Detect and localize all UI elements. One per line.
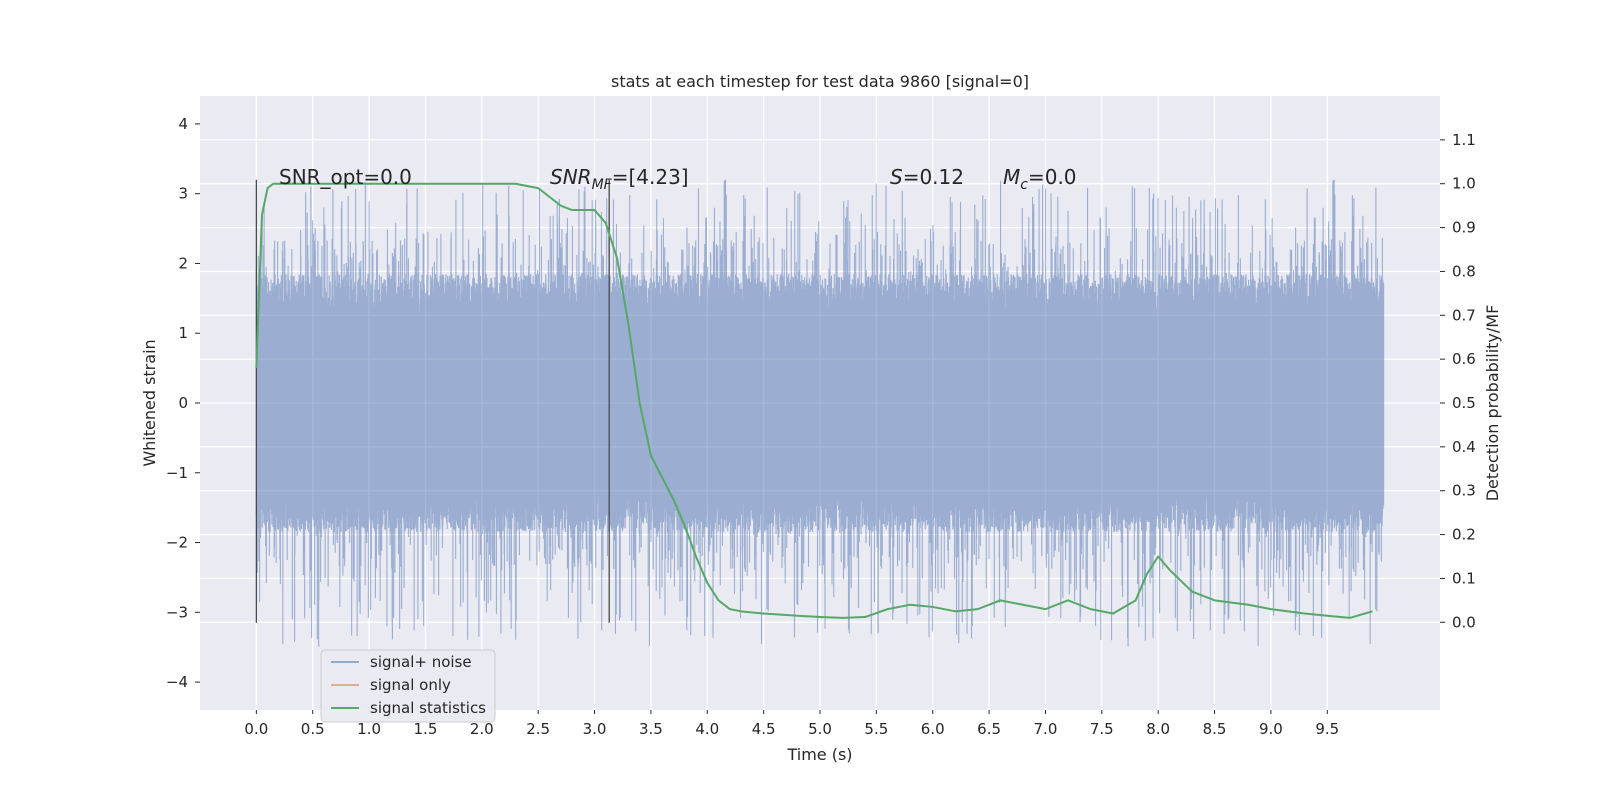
y-right-tick-label: 0.0 xyxy=(1452,613,1476,631)
statistics-line xyxy=(255,182,1373,619)
mc-sub: c xyxy=(1020,177,1028,193)
legend-box xyxy=(320,649,496,723)
y-tick-label: 4 xyxy=(178,115,188,133)
legend-label-signal-only: signal only xyxy=(370,676,451,694)
legend: signal+ noise signal only signal statist… xyxy=(320,649,496,723)
y-tick-label: 3 xyxy=(178,185,188,203)
x-tick-label: 5.5 xyxy=(864,720,888,738)
y-right-tick-label: 0.4 xyxy=(1452,438,1476,456)
x-tick-label: 2.5 xyxy=(526,720,550,738)
y-tick-label: 0 xyxy=(178,394,188,412)
x-tick-label: 9.5 xyxy=(1315,720,1339,738)
y-right-tick-label: 1.0 xyxy=(1452,175,1476,193)
x-axis-label: Time (s) xyxy=(786,745,852,764)
x-tick-label: 1.0 xyxy=(357,720,381,738)
y-right-tick-label: 0.2 xyxy=(1452,526,1476,544)
y-right-tick-label: 0.5 xyxy=(1452,394,1476,412)
x-tick-label: 7.5 xyxy=(1090,720,1114,738)
y-axis-label: Whitened strain xyxy=(140,339,159,466)
y-right-tick-label: 0.1 xyxy=(1452,569,1476,587)
s-value: =0.12 xyxy=(903,165,964,189)
y-right-axis-label: Detection probability/MF xyxy=(1483,305,1502,502)
vertical-markers xyxy=(255,179,610,623)
series-signal-statistics xyxy=(255,182,1373,619)
y-tick-label: −2 xyxy=(166,534,188,552)
x-tick-label: 0.5 xyxy=(301,720,325,738)
snr-mf-sub: MF xyxy=(592,177,613,193)
annotation-snr-mf: SNRMF=[4.23] xyxy=(550,165,689,193)
y-right-tick-labels: 1.1 1.0 0.9 0.8 0.7 0.6 0.5 0.4 0.3 0.2 0.1 0.0 xyxy=(1440,131,1476,631)
annotation-mc: Mc=0.0 xyxy=(1003,165,1077,193)
legend-label-signal-statistics: signal statistics xyxy=(370,699,486,717)
x-tick-label: 0.0 xyxy=(244,720,268,738)
x-tick-label: 5.0 xyxy=(808,720,832,738)
annotation-s: S=0.12 xyxy=(890,165,964,189)
legend-label-signal-noise: signal+ noise xyxy=(370,653,472,671)
y-tick-label: −3 xyxy=(166,603,188,621)
y-tick-label: −4 xyxy=(166,673,188,691)
y-tick-label: 1 xyxy=(178,324,188,342)
x-tick-label: 6.0 xyxy=(921,720,945,738)
x-tick-label: 7.0 xyxy=(1034,720,1058,738)
y-right-tick-label: 0.3 xyxy=(1452,482,1476,500)
x-tick-labels: 0.0 0.5 1.0 1.5 2.0 2.5 3.0 3.5 4.0 4.5 5.0 5.5 6.0 6… xyxy=(244,710,1339,738)
y-right-tick-label: 0.6 xyxy=(1452,350,1476,368)
x-tick-label: 8.5 xyxy=(1203,720,1227,738)
x-tick-label: 3.0 xyxy=(583,720,607,738)
x-tick-label: 2.0 xyxy=(470,720,494,738)
y-tick-label: −1 xyxy=(166,464,188,482)
x-tick-label: 8.0 xyxy=(1146,720,1170,738)
chart-title: stats at each timestep for test data 986… xyxy=(611,72,1029,91)
y-right-tick-label: 0.7 xyxy=(1452,306,1476,324)
y-right-tick-label: 0.9 xyxy=(1452,219,1476,237)
x-tick-label: 9.0 xyxy=(1259,720,1283,738)
x-tick-label: 3.5 xyxy=(639,720,663,738)
annotation-snr-opt: SNR_opt=0.0 xyxy=(279,165,412,189)
snr-mf-value: =[4.23] xyxy=(612,165,689,189)
y-right-tick-label: 1.1 xyxy=(1452,131,1476,149)
x-tick-label: 4.0 xyxy=(695,720,719,738)
s-label: S xyxy=(890,165,903,189)
y-tick-labels: 4 3 2 1 0 −1 −2 −3 −4 xyxy=(166,115,200,691)
y-right-tick-label: 0.8 xyxy=(1452,262,1476,280)
mc-value: =0.0 xyxy=(1028,165,1077,189)
x-tick-label: 1.5 xyxy=(414,720,438,738)
x-tick-label: 6.5 xyxy=(977,720,1001,738)
snr-mf-base: SNR xyxy=(550,165,592,189)
mc-base: M xyxy=(1003,165,1020,189)
y-tick-label: 2 xyxy=(178,254,188,272)
x-tick-label: 4.5 xyxy=(752,720,776,738)
